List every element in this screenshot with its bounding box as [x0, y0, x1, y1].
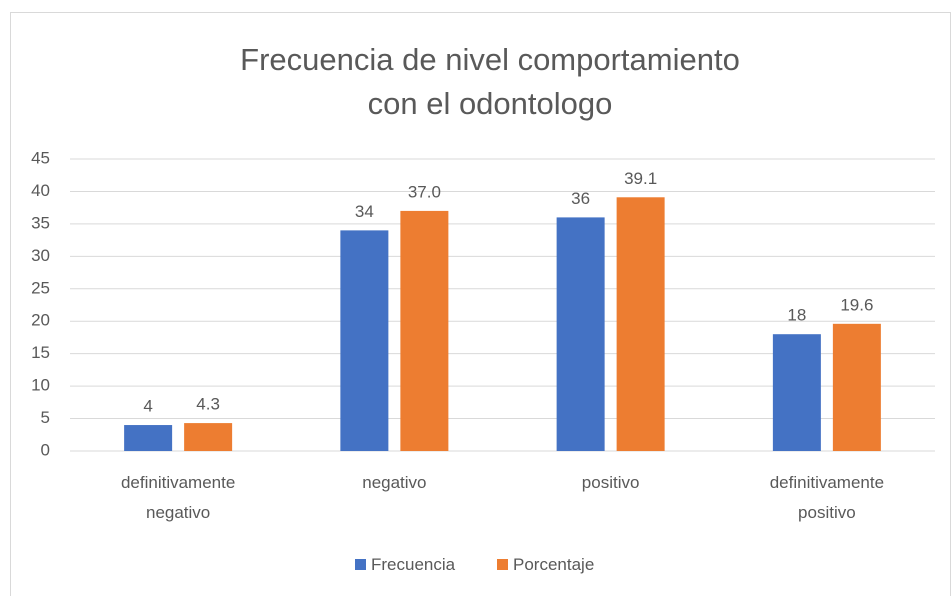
y-tick-label: 35	[31, 213, 50, 232]
x-tick-label: definitivamente positivo	[769, 473, 885, 522]
data-label: 18	[787, 306, 806, 325]
legend-label: Porcentaje	[513, 555, 595, 574]
y-tick-label: 20	[31, 311, 50, 330]
bar	[556, 217, 605, 451]
y-tick-label: 5	[41, 408, 50, 427]
legend-item: Porcentaje	[497, 553, 594, 577]
data-label: 19.6	[840, 295, 873, 314]
bar	[124, 425, 173, 451]
x-tick-label: negativo	[362, 473, 427, 492]
legend-swatch	[497, 559, 508, 570]
data-label: 4.3	[196, 395, 220, 414]
x-tick-label: definitivamente negativo	[120, 473, 236, 522]
bar	[832, 323, 881, 451]
bar	[772, 334, 821, 451]
data-label: 4	[143, 397, 152, 416]
y-tick-label: 10	[31, 376, 50, 395]
y-tick-label: 15	[31, 343, 50, 362]
y-tick-label: 45	[31, 148, 50, 167]
chart-title: Frecuencia de nivel comportamiento con e…	[240, 42, 740, 121]
data-label: 34	[355, 202, 374, 221]
y-tick-label: 40	[31, 181, 50, 200]
bar	[616, 197, 665, 451]
y-tick-label: 0	[41, 440, 50, 459]
data-label: 37.0	[408, 182, 441, 201]
bar	[184, 423, 233, 451]
chart-border	[10, 12, 951, 596]
legend-swatch	[355, 559, 366, 570]
y-tick-label: 25	[31, 278, 50, 297]
bar	[340, 230, 389, 451]
data-label: 36	[571, 189, 590, 208]
y-tick-label: 30	[31, 246, 50, 265]
legend-label: Frecuencia	[371, 555, 456, 574]
data-label: 39.1	[624, 169, 657, 188]
x-tick-label: positivo	[581, 473, 640, 492]
legend-item: Frecuencia	[355, 553, 455, 577]
bar	[400, 210, 449, 451]
